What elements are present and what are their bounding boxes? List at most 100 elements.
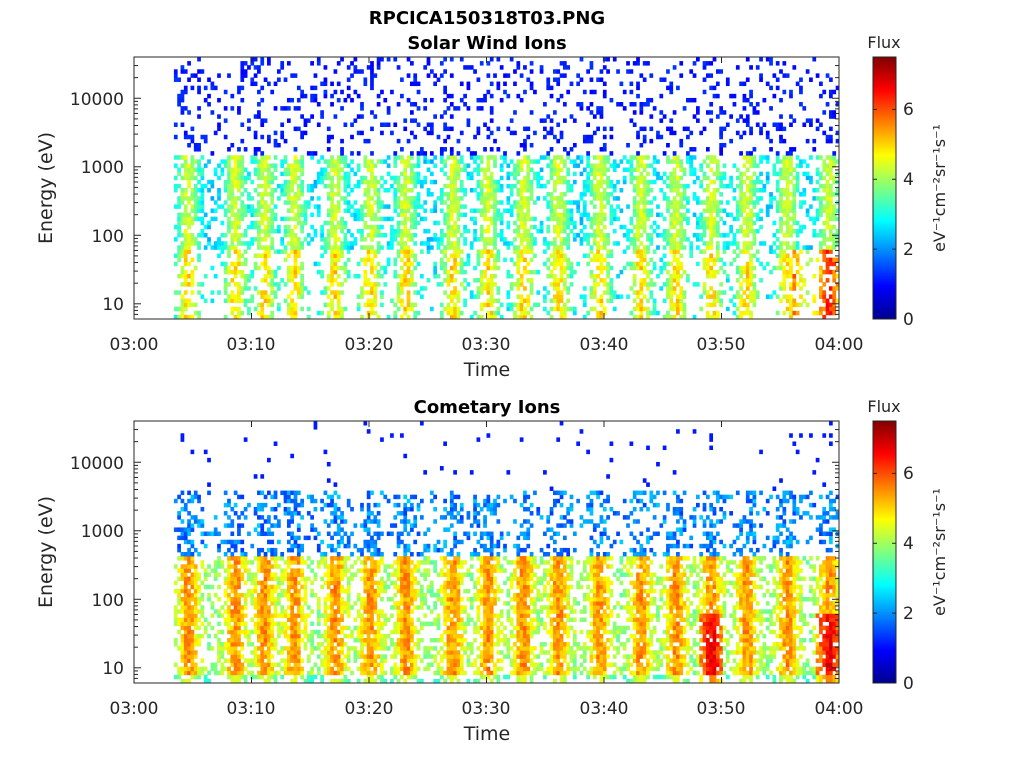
flux-cell: [533, 130, 537, 136]
flux-cell: [400, 298, 404, 304]
flux-cell: [273, 138, 278, 144]
flux-cell: [745, 212, 750, 218]
flux-cell: [393, 208, 398, 213]
flux-cell: [822, 314, 827, 320]
flux-cell: [296, 212, 301, 218]
flux-cell: [446, 310, 451, 316]
flux-cell: [666, 208, 670, 213]
flux-cell: [193, 564, 198, 569]
colorbar-tick-label: 2: [903, 240, 914, 260]
flux-cell: [566, 212, 571, 218]
flux-cell: [629, 69, 634, 74]
flux-cell: [626, 204, 630, 209]
flux-cell: [666, 69, 670, 74]
flux-cell: [303, 208, 308, 213]
flux-cell: [177, 220, 181, 226]
flux-cell: [519, 302, 524, 308]
flux-cell: [253, 147, 258, 152]
flux-cell: [629, 155, 634, 160]
flux-cell: [732, 196, 737, 201]
flux-cell: [705, 208, 710, 213]
flux-cell: [599, 159, 604, 164]
flux-cell: [543, 155, 547, 160]
flux-cell: [745, 278, 750, 283]
flux-cell: [253, 73, 258, 78]
flux-cell: [177, 224, 181, 230]
flux-cell: [366, 138, 371, 144]
flux-cell: [263, 155, 268, 160]
flux-cell: [180, 637, 185, 643]
flux-cell: [705, 61, 710, 66]
flux-cell: [373, 183, 378, 189]
flux-cell: [722, 290, 727, 295]
flux-cell: [416, 179, 421, 185]
flux-cell: [439, 310, 444, 316]
flux-cell: [702, 249, 707, 254]
flux-cell: [187, 183, 191, 189]
flux-cell: [493, 163, 497, 168]
flux-cell: [632, 249, 637, 254]
flux-cell: [789, 114, 793, 119]
flux-cell: [223, 208, 228, 213]
flux-cell: [676, 220, 680, 226]
flux-cell: [636, 179, 640, 185]
flux-cell: [223, 200, 228, 205]
flux-cell: [745, 228, 750, 234]
flux-cell: [503, 237, 507, 242]
flux-cell: [376, 65, 381, 70]
flux-cell: [782, 294, 787, 299]
flux-cell: [732, 233, 737, 238]
flux-cell: [240, 175, 245, 181]
flux-cell: [270, 302, 275, 308]
flux-cell: [403, 212, 408, 218]
flux-cell: [549, 269, 554, 275]
flux-cell: [562, 220, 567, 226]
flux-cell: [413, 171, 418, 177]
flux-cell: [263, 188, 268, 193]
flux-cell: [729, 212, 733, 218]
flux-cell: [519, 294, 524, 299]
flux-cell: [310, 97, 314, 103]
colorbar-label: eV⁻¹cm⁻²sr⁻¹s⁻¹: [930, 124, 949, 252]
flux-cell: [393, 196, 398, 201]
flux-cell: [705, 245, 710, 250]
flux-cell: [795, 302, 800, 308]
flux-cell: [247, 306, 251, 312]
flux-cell: [679, 159, 684, 164]
flux-cell: [200, 633, 205, 639]
y-axis-label: Energy (eV): [35, 132, 57, 244]
flux-cell: [217, 196, 221, 201]
flux-cell: [606, 196, 610, 201]
flux-cell: [562, 302, 567, 308]
flux-cell: [519, 314, 524, 320]
flux-cell: [290, 200, 295, 205]
flux-cell: [513, 249, 517, 254]
flux-cell: [719, 290, 724, 295]
flux-cell: [253, 114, 258, 119]
flux-cell: [779, 134, 783, 140]
flux-cell: [526, 155, 531, 160]
flux-cell: [622, 89, 627, 95]
flux-cell: [529, 257, 534, 263]
flux-cell: [177, 77, 181, 82]
flux-cell: [732, 237, 737, 242]
flux-cell: [632, 208, 637, 213]
flux-cell: [426, 188, 431, 193]
flux-cell: [423, 106, 428, 111]
flux-cell: [686, 97, 690, 103]
flux-cell: [559, 294, 564, 299]
flux-cell: [619, 102, 624, 107]
flux-cell: [539, 167, 544, 173]
flux-cell: [469, 245, 474, 250]
flux-cell: [456, 241, 461, 246]
flux-cell: [363, 273, 368, 279]
flux-cell: [715, 69, 720, 74]
flux-cell: [463, 278, 467, 283]
flux-cell: [599, 147, 604, 152]
flux-cell: [782, 138, 787, 144]
flux-cell: [313, 151, 318, 156]
flux-cell: [699, 306, 704, 312]
flux-cell: [642, 282, 647, 287]
flux-cell: [190, 658, 195, 663]
flux-cell: [516, 200, 521, 205]
